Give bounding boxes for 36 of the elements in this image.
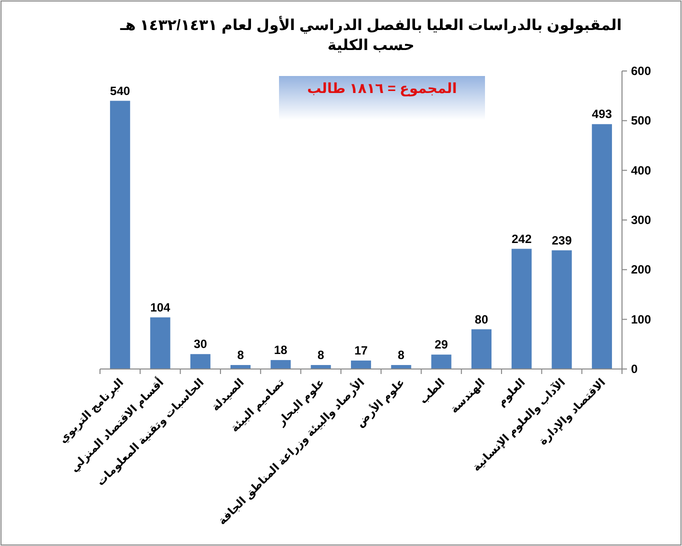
bar xyxy=(190,354,210,369)
y-tick-label: 600 xyxy=(631,64,652,78)
chart-title: المقبولون بالدراسات العليا بالفصل الدراسي الأول لعام ١٤٣٢/١٤٣١ هـ xyxy=(119,15,622,34)
data-label: 540 xyxy=(110,84,130,98)
bar xyxy=(150,317,170,369)
bar xyxy=(552,250,572,369)
y-tick-label: 0 xyxy=(631,362,638,376)
data-label: 8 xyxy=(318,348,324,362)
bar xyxy=(431,354,452,369)
y-tick-label: 200 xyxy=(631,262,652,277)
bar xyxy=(350,360,372,369)
data-label: 17 xyxy=(354,344,368,358)
data-label: 239 xyxy=(552,233,572,248)
data-label: 242 xyxy=(512,232,532,246)
bar xyxy=(592,124,612,369)
data-label: 493 xyxy=(592,107,612,122)
data-label: 8 xyxy=(237,348,244,362)
bar xyxy=(471,329,492,369)
x-tick-label: الهندسة xyxy=(448,376,488,416)
x-tick-label: العلوم xyxy=(496,376,528,409)
bar xyxy=(512,248,532,369)
data-label: 104 xyxy=(150,300,171,314)
annotation: المجموع = ١٨١٦ طالب xyxy=(307,80,457,97)
bar xyxy=(110,100,130,369)
data-label: 29 xyxy=(434,338,448,352)
y-tick-label: 400 xyxy=(631,163,652,178)
chart-subtitle: حسب الكلية xyxy=(328,37,414,54)
data-label: 8 xyxy=(398,348,405,362)
y-tick-label: 500 xyxy=(631,114,652,128)
y-tick-label: 100 xyxy=(631,312,652,326)
x-tick-label: الطب xyxy=(418,376,448,407)
data-label: 18 xyxy=(274,343,288,358)
y-tick-label: 300 xyxy=(631,213,652,227)
bar xyxy=(270,360,291,369)
data-label: 30 xyxy=(194,337,208,352)
data-label: 80 xyxy=(474,312,488,326)
